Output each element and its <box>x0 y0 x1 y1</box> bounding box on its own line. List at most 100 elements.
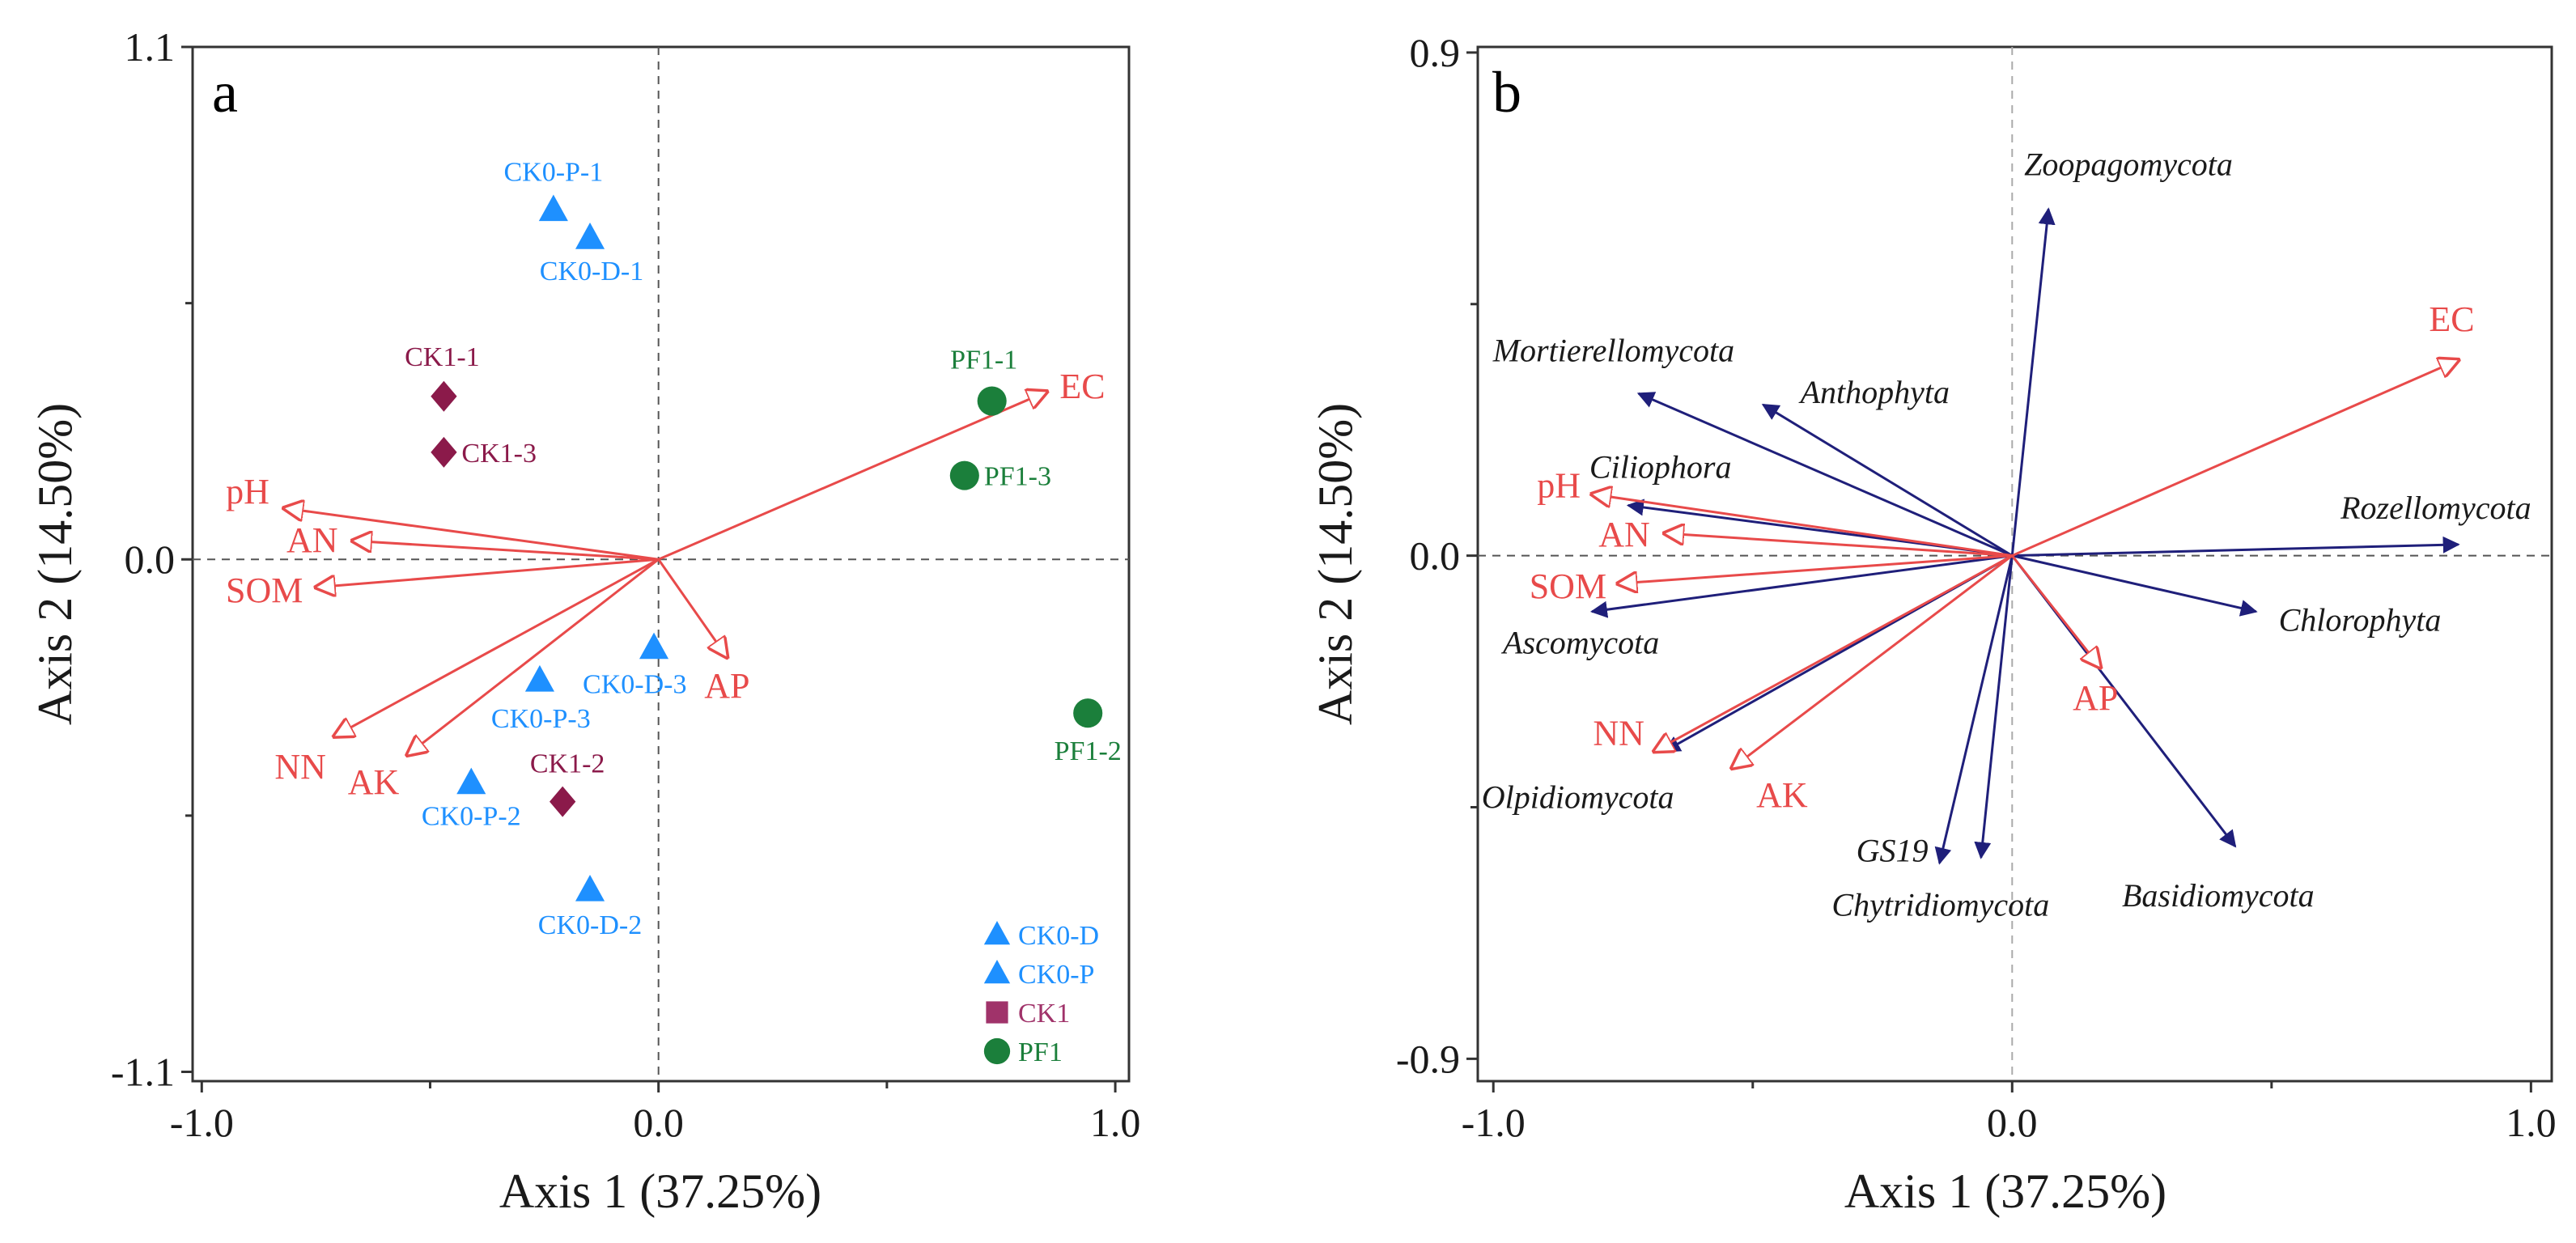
a-env-label-ph: pH <box>226 472 269 511</box>
sample-marker-pf1-2 <box>1073 698 1103 728</box>
b-env-label-ap: AP <box>2073 678 2118 718</box>
taxon-label-chytridiomycota: Chytridiomycota <box>1831 887 2049 923</box>
taxon-label-olpidiomycota: Olpidiomycota <box>1482 778 1674 815</box>
panel-a: EC pH AN SOM NN AK AP CK0-P-1 CK0-D-1 CK1-1 CK1-3… <box>28 24 1140 1218</box>
panel-a-samples: CK0-P-1 CK0-D-1 CK1-1 CK1-3 PF1-1 PF1-3 CK0-D-… <box>405 157 1122 940</box>
panel-b-ytick-label: -0.9 <box>1396 1036 1460 1081</box>
a-env-label-an: AN <box>286 520 338 560</box>
b-env-label-ec: EC <box>2429 299 2474 339</box>
sample-label-pf1-2: PF1-2 <box>1055 736 1122 766</box>
legend-marker-pf1 <box>983 1037 1011 1065</box>
sample-label-ck0-d-2: CK0-D-2 <box>538 910 642 940</box>
panel-b-env-vectors: EC pH AN SOM NN AK AP <box>1530 299 2475 815</box>
panel-a-env-vectors: EC pH AN SOM NN AK AP <box>226 367 1106 802</box>
panel-a-ytick-label: 1.1 <box>125 24 176 70</box>
a-env-label-ap: AP <box>704 666 749 706</box>
sample-marker-ck0-p-2 <box>456 767 486 795</box>
legend-label-ck0-p: CK0-P <box>1018 960 1094 990</box>
a-env-label-nn: NN <box>274 747 326 787</box>
b-env-arrow-an <box>1665 533 2013 558</box>
taxon-arrow-mortierellomycota <box>1636 392 2013 558</box>
panel-b-xtick-label: 0.0 <box>1987 1100 2038 1145</box>
panel-a-frame <box>191 45 1131 1083</box>
b-env-arrow-nn <box>1654 554 2014 752</box>
panel-a-legend: CK0-D CK0-P CK1 PF1 <box>983 921 1099 1067</box>
sample-marker-ck0-p-1 <box>538 194 568 222</box>
panel-a-y-axis-title: Axis 2 (14.50%) <box>28 403 82 725</box>
sample-marker-ck1-1 <box>431 380 457 412</box>
panel-a-x-axis-title: Axis 1 (37.25%) <box>499 1165 821 1218</box>
taxon-label-ciliophora: Ciliophora <box>1589 448 1732 485</box>
taxon-label-basidiomycota: Basidiomycota <box>2122 877 2315 914</box>
panel-a-xtick-label: -1.0 <box>170 1100 234 1145</box>
taxon-label-zoopagomycota: Zoopagomycota <box>2024 146 2233 182</box>
sample-label-ck1-3: CK1-3 <box>461 439 537 469</box>
legend-label-ck0-d: CK0-D <box>1018 921 1099 951</box>
panel-b-xtick-label: -1.0 <box>1462 1100 1526 1145</box>
sample-marker-ck0-p-3 <box>524 664 554 692</box>
taxon-arrow-rozellomycota <box>2012 536 2460 558</box>
sample-label-ck0-p-2: CK0-P-2 <box>422 802 521 832</box>
legend-marker-ck1 <box>986 1001 1008 1024</box>
sample-label-ck0-p-3: CK0-P-3 <box>491 704 591 734</box>
taxon-arrow-chytridiomycota <box>1974 555 2014 859</box>
taxon-label-mortierellomycota: Mortierellomycota <box>1492 332 1734 368</box>
panel-b-frame <box>1476 45 2553 1083</box>
b-env-label-ph: pH <box>1537 466 1581 506</box>
sample-marker-pf1-3 <box>949 460 979 490</box>
panel-b: Zoopagomycota Mortierellomycota Anthophyta… <box>1309 30 2557 1218</box>
sample-label-pf1-3: PF1-3 <box>984 462 1051 492</box>
sample-marker-pf1-1 <box>977 386 1007 416</box>
taxon-label-rozellomycota: Rozellomycota <box>2340 490 2531 526</box>
taxon-label-chlorophyta: Chlorophyta <box>2279 602 2442 638</box>
b-env-label-nn: NN <box>1593 713 1644 753</box>
b-env-arrow-ak <box>1732 554 2014 769</box>
panel-b-x-axis-title: Axis 1 (37.25%) <box>1844 1165 2166 1218</box>
legend-marker-ck0-p <box>983 960 1011 984</box>
panel-b-xtick-label: 1.0 <box>2506 1100 2557 1145</box>
sample-label-ck1-1: CK1-1 <box>405 342 480 372</box>
a-env-arrow-som <box>316 558 659 588</box>
panel-a-ytick-label: 0.0 <box>125 537 176 582</box>
panel-a-ticks <box>181 45 1117 1092</box>
sample-marker-ck1-3 <box>431 436 457 468</box>
legend-label-ck1: CK1 <box>1018 999 1070 1029</box>
b-env-arrow-ec <box>2011 360 2458 558</box>
panel-a-xtick-label: 1.0 <box>1090 1100 1141 1145</box>
panel-a-ytick-label: -1.1 <box>111 1049 175 1094</box>
b-env-label-ak: AK <box>1756 775 1808 815</box>
sample-marker-ck0-d-1 <box>575 223 605 249</box>
a-env-arrow-nn <box>334 558 660 736</box>
b-env-arrow-ap <box>2011 554 2100 668</box>
a-env-arrow-ak <box>407 558 660 755</box>
b-env-arrow-som <box>1618 554 2013 584</box>
sample-marker-ck1-2 <box>550 786 576 817</box>
b-env-arrow-ph <box>1592 494 2013 558</box>
taxon-arrow-gs19 <box>1934 555 2014 865</box>
a-env-arrow-ph <box>284 508 659 561</box>
b-env-label-som: SOM <box>1530 566 1606 606</box>
taxon-label-ascomycota: Ascomycota <box>1500 625 1659 661</box>
a-env-label-ec: EC <box>1059 367 1105 406</box>
panel-b-ytick-label: 0.0 <box>1410 533 1461 579</box>
taxon-label-gs19: GS19 <box>1857 833 1929 869</box>
taxon-arrow-chlorophyta <box>2011 554 2258 617</box>
panel-b-letter: b <box>1492 60 1521 125</box>
sample-label-ck0-d-1: CK0-D-1 <box>540 257 643 286</box>
a-env-arrow-ec <box>658 392 1047 561</box>
legend-marker-ck0-d <box>983 921 1011 945</box>
taxon-arrow-ascomycota <box>1589 554 2013 618</box>
panel-b-y-axis-title: Axis 2 (14.50%) <box>1309 403 1362 725</box>
b-env-label-an: AN <box>1598 515 1650 554</box>
a-env-arrow-ap <box>657 558 728 657</box>
sample-label-ck0-p-1: CK0-P-1 <box>503 157 603 187</box>
a-env-arrow-an <box>353 541 659 561</box>
sample-label-ck0-d-3: CK0-D-3 <box>583 670 686 700</box>
sample-label-pf1-1: PF1-1 <box>950 346 1017 375</box>
panel-a-letter: a <box>212 60 238 125</box>
panel-b-ticks <box>1466 51 2532 1092</box>
panel-a-xtick-label: 0.0 <box>633 1100 684 1145</box>
taxon-label-anthophyta: Anthophyta <box>1798 374 1950 410</box>
sample-label-ck1-2: CK1-2 <box>530 749 605 779</box>
